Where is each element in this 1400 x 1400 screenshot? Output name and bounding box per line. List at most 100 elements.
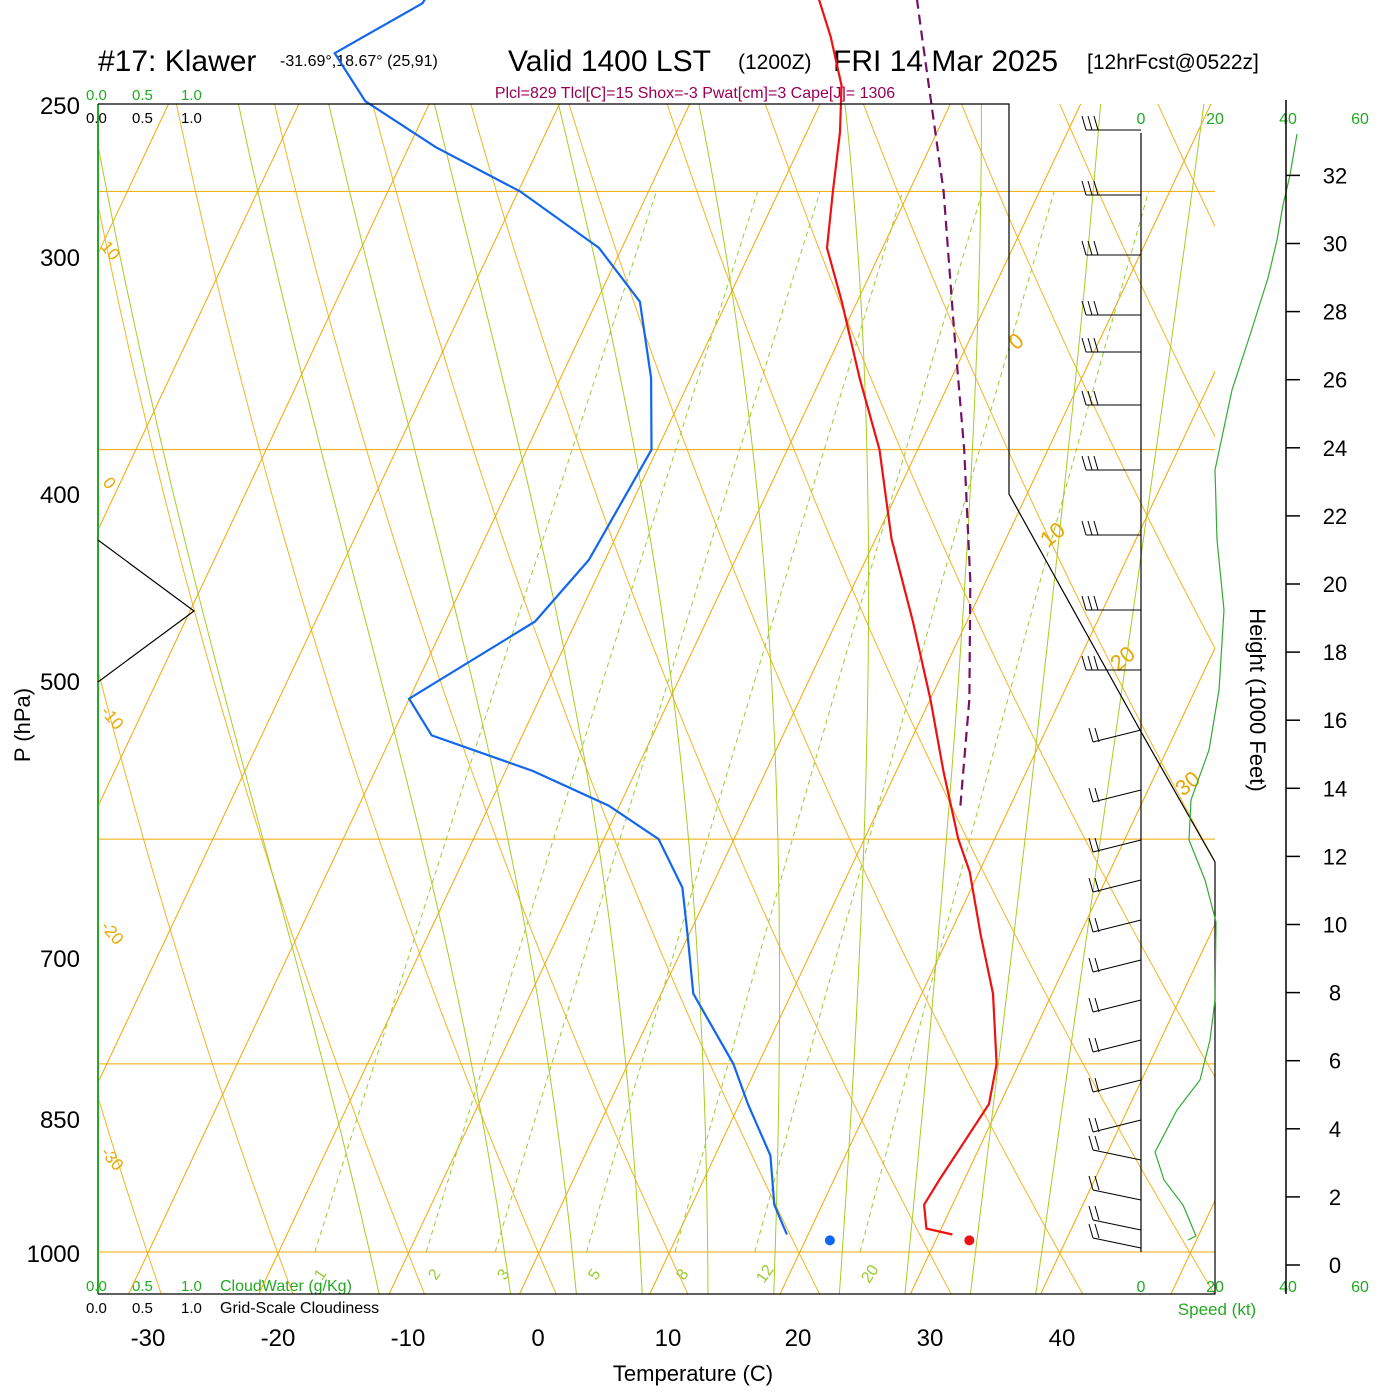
moist-adiabat-line: [237, 104, 512, 1294]
wind-barb-feather: [1094, 997, 1100, 1013]
wind-barb-feather: [1087, 180, 1093, 196]
dry-adiabat-line: [98, 1095, 162, 1294]
wind-barb-staff: [1092, 1149, 1142, 1161]
station-title: #17: Klawer: [98, 45, 256, 78]
temperature-axis: -30 -20 -10 0 10 20 30 40 Temperature (C…: [131, 1325, 1076, 1386]
moist-adiabat-line: [557, 104, 709, 1294]
wind-barb-feather: [1087, 390, 1093, 406]
moist-adiabat-line: [1035, 104, 1205, 1294]
wind-barb-feather: [1088, 1223, 1094, 1239]
pressure-tick-label: 400: [40, 482, 80, 509]
mixing-ratio-label: 2: [425, 1266, 444, 1283]
station-coords: -31.69°,18.67° (25,91): [280, 53, 438, 70]
wind-barb-feather: [1081, 337, 1087, 353]
mixing-ratio-line: [314, 191, 657, 1253]
isotherm-label: 10: [97, 237, 124, 264]
height-tick-label: 8: [1329, 981, 1341, 1006]
wind-barb-feather: [1094, 1205, 1100, 1221]
parcel-profile-line: [915, 0, 972, 806]
isotherm-label: -10: [97, 702, 127, 733]
wind-barb-feather: [1093, 300, 1099, 316]
cloudiness-profile: [97, 539, 196, 683]
dry-adiabat-line: [1157, 104, 1215, 228]
height-tick-label: 18: [1323, 640, 1347, 665]
isotherm-label: 0: [1003, 328, 1028, 355]
height-tick-label: 4: [1329, 1117, 1341, 1142]
moist-adiabat-line: [904, 104, 982, 1294]
speed-tick-bottom: 20: [1206, 1279, 1224, 1296]
cloudwater-tick-bottom: 0.5: [132, 1278, 153, 1295]
isotherm-label: -30: [97, 1143, 127, 1174]
wind-barb-feather: [1093, 115, 1099, 131]
mixing-ratio-label: 8: [673, 1266, 692, 1283]
dry-adiabat-line: [1059, 104, 1215, 438]
mixing-ratio-label: 20: [858, 1262, 882, 1286]
wind-barb-feather: [1093, 520, 1099, 536]
speed-tick-bottom: 40: [1279, 1279, 1297, 1296]
height-tick-label: 6: [1329, 1049, 1341, 1074]
temperature-axis-title: Temperature (C): [613, 1361, 773, 1386]
mixing-ratio-line: [859, 191, 1150, 1253]
surface-dewpoint-marker: [824, 1235, 835, 1246]
stability-indices: Plcl=829 Tlcl[C]=15 Shox=-3 Pwat[cm]=3 C…: [495, 85, 895, 102]
dry-adiabat-line: [0, 0, 37, 1319]
mixing-ratio-label: 3: [494, 1266, 513, 1283]
pressure-axis-title: P (hPa): [10, 688, 35, 762]
mixing-ratio-line: [425, 191, 759, 1253]
isotherm-line: [388, 104, 951, 1294]
speed-tick-bottom: 60: [1351, 1279, 1369, 1296]
wind-barb-feather: [1088, 1175, 1094, 1191]
cloudiness-tick-bottom: 0.0: [86, 1300, 107, 1317]
valid-time: Valid 1400 LST: [508, 45, 711, 78]
wind-barb-feather: [1088, 1205, 1094, 1221]
moist-adiabat-line: [698, 104, 781, 1294]
wind-barb-feather: [1081, 595, 1087, 611]
wind-barb-feather: [1081, 455, 1087, 471]
height-tick-label: 26: [1323, 368, 1347, 393]
wind-barb-feather: [1081, 115, 1087, 131]
wind-barb-feather: [1088, 957, 1094, 973]
isotherm-line: [1040, 923, 1215, 1294]
pressure-tick-label: 500: [40, 669, 80, 696]
wind-barb-feather: [1094, 1175, 1100, 1191]
mixing-ratio-line: [754, 191, 1055, 1253]
plot-frame: [98, 103, 1216, 1295]
wind-barb-feather: [1093, 655, 1099, 671]
cloud-scale-bottom: 0.0 0.5 1.0 CloudWater (g/Kg) 0.0 0.5 1.…: [86, 1278, 379, 1317]
wind-barb-feather: [1088, 727, 1094, 743]
wind-barb-feather: [1093, 180, 1099, 196]
wind-barb-feather: [1088, 917, 1094, 933]
pressure-tick-label: 300: [40, 245, 80, 272]
wind-barb-feather: [1094, 877, 1100, 893]
height-tick-label: 28: [1323, 300, 1347, 325]
isotherm-label: 10: [1035, 517, 1070, 552]
wind-barb-feather: [1094, 1223, 1100, 1239]
height-tick-label: 14: [1323, 776, 1347, 801]
wind-barbs: [1081, 115, 1142, 1252]
wind-barb-feather: [1088, 837, 1094, 853]
isotherm-line: [909, 646, 1215, 1294]
wind-barb-staff: [1092, 729, 1142, 743]
wind-barb-feather: [1093, 595, 1099, 611]
wind-barb-feather: [1094, 917, 1100, 933]
wind-barb-feather: [1094, 1037, 1100, 1053]
wind-barb-feather: [1094, 787, 1100, 803]
isotherm-line: [518, 104, 1082, 1294]
wind-barb-feather: [1087, 455, 1093, 471]
wind-barb-staff: [1092, 919, 1142, 933]
temperature-tick-label: -10: [391, 1325, 426, 1352]
wind-barb-feather: [1094, 1135, 1100, 1151]
dry-adiabat-line: [568, 104, 1084, 1294]
wind-barb-feather: [1094, 1117, 1100, 1133]
cloudwater-tick-top: 0.5: [132, 87, 153, 104]
cloudiness-tick-top: 0.5: [132, 110, 153, 127]
wind-barb-feather: [1094, 1077, 1100, 1093]
wind-barb-staff: [1092, 1119, 1142, 1133]
cloud-scale-top: 0.0 0.5 1.0 0.0 0.5 1.0: [86, 87, 202, 127]
temperature-profile-line: [817, 0, 998, 1236]
wind-barb-staff: [1092, 1079, 1142, 1093]
height-tick-label: 16: [1323, 708, 1347, 733]
cloudiness-label: Grid-Scale Cloudiness: [220, 1300, 379, 1317]
wind-barb-feather: [1087, 520, 1093, 536]
wind-barb-feather: [1088, 1117, 1094, 1133]
